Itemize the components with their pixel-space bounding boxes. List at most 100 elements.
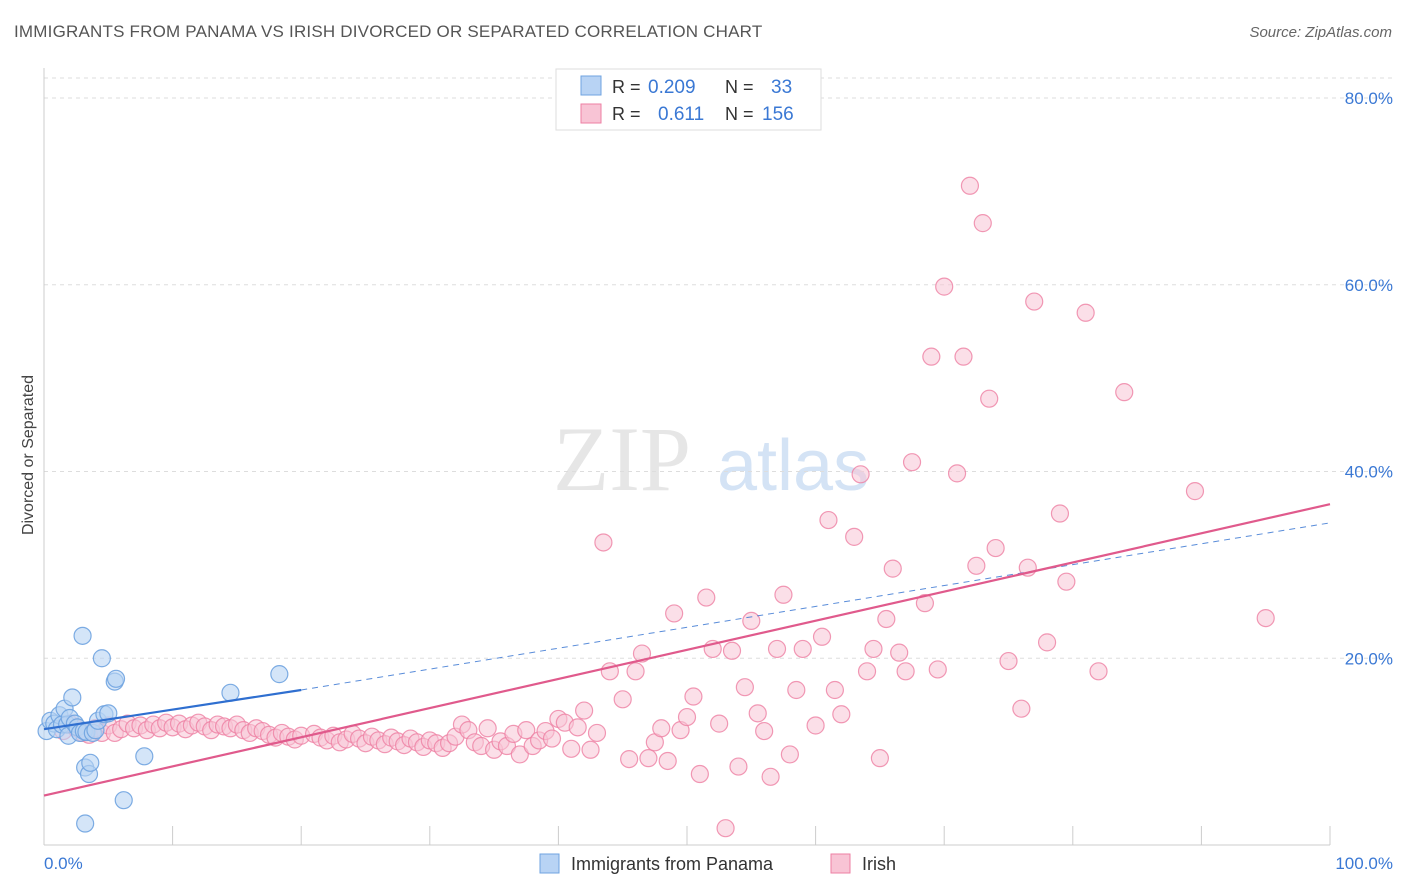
panama-point-25 (99, 704, 118, 723)
panama-point-32 (270, 665, 289, 684)
irish-point-125 (883, 559, 902, 578)
panama-point-28 (114, 791, 133, 810)
x-tick-label-max: 100.0% (1335, 854, 1393, 873)
chart-title: IMMIGRANTS FROM PANAMA VS IRISH DIVORCED… (14, 22, 763, 41)
legend-swatch-irish (580, 103, 602, 124)
panama-point-31 (221, 683, 240, 702)
irish-point-75 (542, 729, 562, 748)
watermark-atlas: atlas (717, 426, 869, 506)
legend-n-value-panama: 33 (771, 77, 792, 98)
irish-point-146 (1057, 572, 1076, 591)
legend-r-label-irish: R = (612, 104, 641, 124)
irish-point-111 (780, 745, 799, 764)
irish-point-139 (986, 538, 1005, 558)
legend-n-value-irish: 156 (762, 104, 794, 125)
irish-point-122 (864, 639, 883, 659)
irish-point-145 (1050, 504, 1070, 523)
irish-point-106 (748, 704, 767, 723)
irish-point-81 (581, 740, 600, 759)
irish-point-132 (935, 277, 954, 296)
irish-point-96 (684, 687, 703, 706)
irish-point-113 (793, 639, 812, 659)
panama-point-27 (106, 669, 126, 688)
irish-point-91 (652, 719, 671, 738)
irish-point-109 (767, 639, 787, 659)
y-tick-label-20: 20.0% (1345, 649, 1393, 668)
irish-point-119 (845, 527, 864, 546)
top-legend: R = 0.209 N = 33 R = 0.611 N = 156 (555, 68, 822, 131)
y-tick-label-40: 40.0% (1345, 463, 1393, 482)
panama-trend-extension (301, 522, 1331, 691)
irish-point-147 (1076, 303, 1095, 322)
irish-point-141 (1012, 699, 1031, 718)
irish-point-129 (915, 594, 935, 613)
irish-point-131 (928, 660, 947, 679)
irish-point-151 (1256, 608, 1275, 628)
irish-point-103 (729, 757, 748, 776)
x-tick-label-min: 0.0% (44, 854, 83, 873)
irish-point-101 (716, 819, 735, 838)
panama-point-14 (73, 626, 92, 645)
irish-point-121 (857, 662, 877, 681)
irish-point-140 (999, 651, 1018, 671)
irish-point-130 (922, 347, 941, 366)
axes (43, 68, 1331, 846)
panama-point-29 (76, 814, 95, 833)
irish-point-128 (902, 453, 922, 472)
trend-lines (43, 503, 1331, 797)
bottom-legend: Immigrants from Panama Irish (539, 853, 896, 874)
watermark-zip: ZIP (553, 408, 691, 510)
irish-point-114 (806, 716, 825, 735)
irish-point-149 (1115, 383, 1134, 402)
irish-point-126 (890, 643, 909, 662)
irish-trend-line (43, 503, 1331, 797)
irish-point-124 (877, 609, 896, 629)
y-axis-label: Divorced or Separated (20, 375, 37, 535)
panama-point-19 (81, 753, 100, 772)
bottom-legend-swatch-panama (539, 853, 560, 874)
irish-point-97 (690, 764, 709, 784)
irish-point-117 (825, 680, 844, 700)
irish-point-127 (896, 662, 915, 681)
irish-point-65 (478, 719, 497, 738)
irish-point-112 (787, 680, 806, 700)
y-tick-label-80: 80.0% (1345, 89, 1393, 108)
irish-point-98 (697, 588, 716, 607)
irish-point-82 (587, 723, 607, 743)
legend-swatch-panama (580, 75, 602, 96)
irish-point-148 (1089, 662, 1108, 681)
irish-point-85 (613, 690, 632, 709)
y-tick-label-60: 60.0% (1345, 276, 1393, 295)
panama-point-23 (92, 649, 111, 668)
irish-point-80 (575, 701, 594, 720)
irish-point-93 (665, 604, 684, 623)
irish-point-100 (710, 714, 729, 733)
irish-point-115 (812, 627, 832, 646)
legend-n-label-panama: N = (725, 77, 754, 97)
watermark: ZIP atlas (553, 408, 869, 510)
legend-r-value-irish: 0.611 (658, 104, 704, 125)
irish-point-138 (980, 389, 999, 408)
panama-trend-line (43, 688, 302, 731)
irish-point-86 (620, 749, 639, 769)
irish-point-116 (819, 510, 838, 530)
panama-point-10 (63, 688, 82, 707)
irish-point-123 (870, 749, 890, 768)
irish-point-107 (755, 721, 774, 741)
irish-point-71 (517, 721, 536, 740)
legend-r-value-panama: 0.209 (648, 77, 696, 98)
irish-point-144 (1037, 633, 1057, 652)
irish-point-95 (677, 707, 697, 727)
irish-point-102 (722, 641, 742, 660)
irish-point-135 (960, 176, 980, 195)
irish-point-88 (632, 644, 652, 663)
irish-point-134 (954, 347, 973, 366)
irish-point-79 (568, 718, 587, 737)
irish-point-78 (562, 739, 581, 758)
irish-point-83 (594, 533, 613, 552)
irish-point-108 (761, 767, 780, 786)
irish-point-92 (658, 751, 677, 771)
irish-point-104 (735, 678, 754, 697)
irish-point-136 (967, 556, 986, 575)
